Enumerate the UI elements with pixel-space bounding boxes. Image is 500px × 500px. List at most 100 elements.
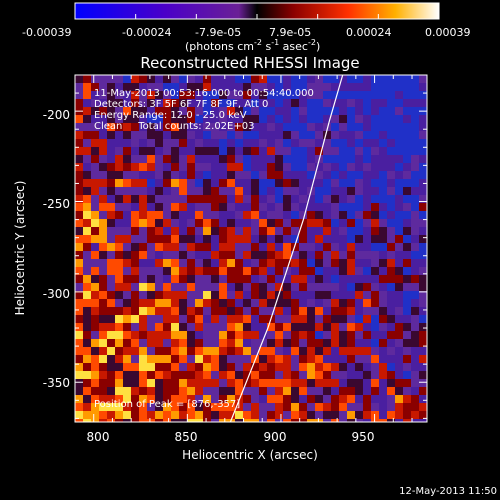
- heatmap-cell: [331, 147, 339, 155]
- heatmap-cell: [355, 171, 363, 179]
- y-tick-label: -200: [43, 108, 70, 122]
- heatmap-cell: [395, 155, 403, 163]
- heatmap-cell: [243, 371, 251, 379]
- heatmap-cell: [323, 203, 331, 211]
- heatmap-cell: [147, 267, 155, 275]
- heatmap-cell: [403, 299, 411, 307]
- heatmap-cell: [107, 339, 115, 347]
- heatmap-cell: [171, 299, 179, 307]
- heatmap-cell: [419, 195, 427, 203]
- heatmap-cell: [299, 291, 307, 299]
- heatmap-cell: [347, 235, 355, 243]
- heatmap-cell: [331, 131, 339, 139]
- heatmap-cell: [75, 235, 83, 243]
- heatmap-cell: [267, 267, 275, 275]
- heatmap-cell: [267, 203, 275, 211]
- heatmap-cell: [123, 91, 131, 99]
- heatmap-cell: [211, 403, 219, 411]
- heatmap-cell: [251, 323, 259, 331]
- heatmap-cell: [339, 195, 347, 203]
- heatmap-cell: [347, 307, 355, 315]
- heatmap-cell: [379, 363, 387, 371]
- heatmap-cell: [387, 251, 395, 259]
- heatmap-cell: [83, 259, 91, 267]
- heatmap-cell: [211, 163, 219, 171]
- heatmap-cell: [147, 83, 155, 91]
- heatmap-cell: [283, 331, 291, 339]
- heatmap-cell: [315, 235, 323, 243]
- heatmap-cell: [307, 363, 315, 371]
- heatmap-cell: [339, 219, 347, 227]
- heatmap-cell: [211, 259, 219, 267]
- heatmap-cell: [171, 259, 179, 267]
- heatmap-cell: [307, 99, 315, 107]
- heatmap-cell: [107, 403, 115, 411]
- heatmap-cell: [171, 275, 179, 283]
- heatmap-cell: [115, 227, 123, 235]
- heatmap-cell: [107, 411, 115, 419]
- heatmap-cell: [395, 163, 403, 171]
- heatmap-cell: [107, 99, 115, 107]
- heatmap-cell: [179, 75, 187, 83]
- heatmap-cell: [315, 299, 323, 307]
- heatmap-cell: [419, 211, 427, 219]
- heatmap-cell: [75, 419, 83, 422]
- heatmap-cell: [299, 75, 307, 83]
- heatmap-cell: [387, 291, 395, 299]
- heatmap-cell: [139, 307, 147, 315]
- heatmap-cell: [203, 355, 211, 363]
- heatmap-cell: [323, 227, 331, 235]
- heatmap-cell: [275, 235, 283, 243]
- heatmap-cell: [91, 195, 99, 203]
- heatmap-cell: [91, 315, 99, 323]
- heatmap-cell: [131, 371, 139, 379]
- heatmap-cell: [267, 155, 275, 163]
- heatmap-cell: [123, 123, 131, 131]
- heatmap-cell: [419, 259, 427, 267]
- heatmap-cell: [147, 139, 155, 147]
- heatmap-cell: [251, 211, 259, 219]
- heatmap-cell: [403, 267, 411, 275]
- heatmap-cell: [131, 187, 139, 195]
- heatmap-cell: [259, 323, 267, 331]
- heatmap-cell: [403, 203, 411, 211]
- heatmap-cell: [419, 339, 427, 347]
- heatmap-cell: [115, 99, 123, 107]
- heatmap-cell: [395, 363, 403, 371]
- heatmap-cell: [315, 107, 323, 115]
- heatmap-cell: [283, 171, 291, 179]
- heatmap-cell: [147, 355, 155, 363]
- heatmap-cell: [387, 91, 395, 99]
- heatmap-cell: [219, 75, 227, 83]
- heatmap-cell: [371, 387, 379, 395]
- heatmap-cell: [339, 163, 347, 171]
- heatmap-cell: [411, 131, 419, 139]
- heatmap-cell: [323, 147, 331, 155]
- heatmap-cell: [355, 131, 363, 139]
- heatmap-cell: [203, 163, 211, 171]
- heatmap-cell: [395, 227, 403, 235]
- heatmap-cell: [203, 363, 211, 371]
- heatmap-cell: [379, 323, 387, 331]
- heatmap-cell: [91, 227, 99, 235]
- heatmap-cell: [307, 331, 315, 339]
- colorbar-unit: (photons cm-2 s-1 asec-2): [185, 38, 320, 53]
- heatmap-cell: [235, 339, 243, 347]
- heatmap-cell: [395, 403, 403, 411]
- heatmap-cell: [363, 379, 371, 387]
- heatmap-cell: [387, 331, 395, 339]
- heatmap-cell: [315, 363, 323, 371]
- heatmap-cell: [363, 339, 371, 347]
- heatmap-cell: [195, 227, 203, 235]
- heatmap-cell: [211, 99, 219, 107]
- heatmap-cell: [179, 371, 187, 379]
- heatmap-cell: [75, 379, 83, 387]
- heatmap-cell: [411, 339, 419, 347]
- heatmap-cell: [259, 139, 267, 147]
- heatmap-cell: [75, 395, 83, 403]
- heatmap-cell: [75, 187, 83, 195]
- heatmap-cell: [387, 299, 395, 307]
- heatmap-cell: [419, 123, 427, 131]
- heatmap-cell: [403, 355, 411, 363]
- heatmap-cell: [131, 307, 139, 315]
